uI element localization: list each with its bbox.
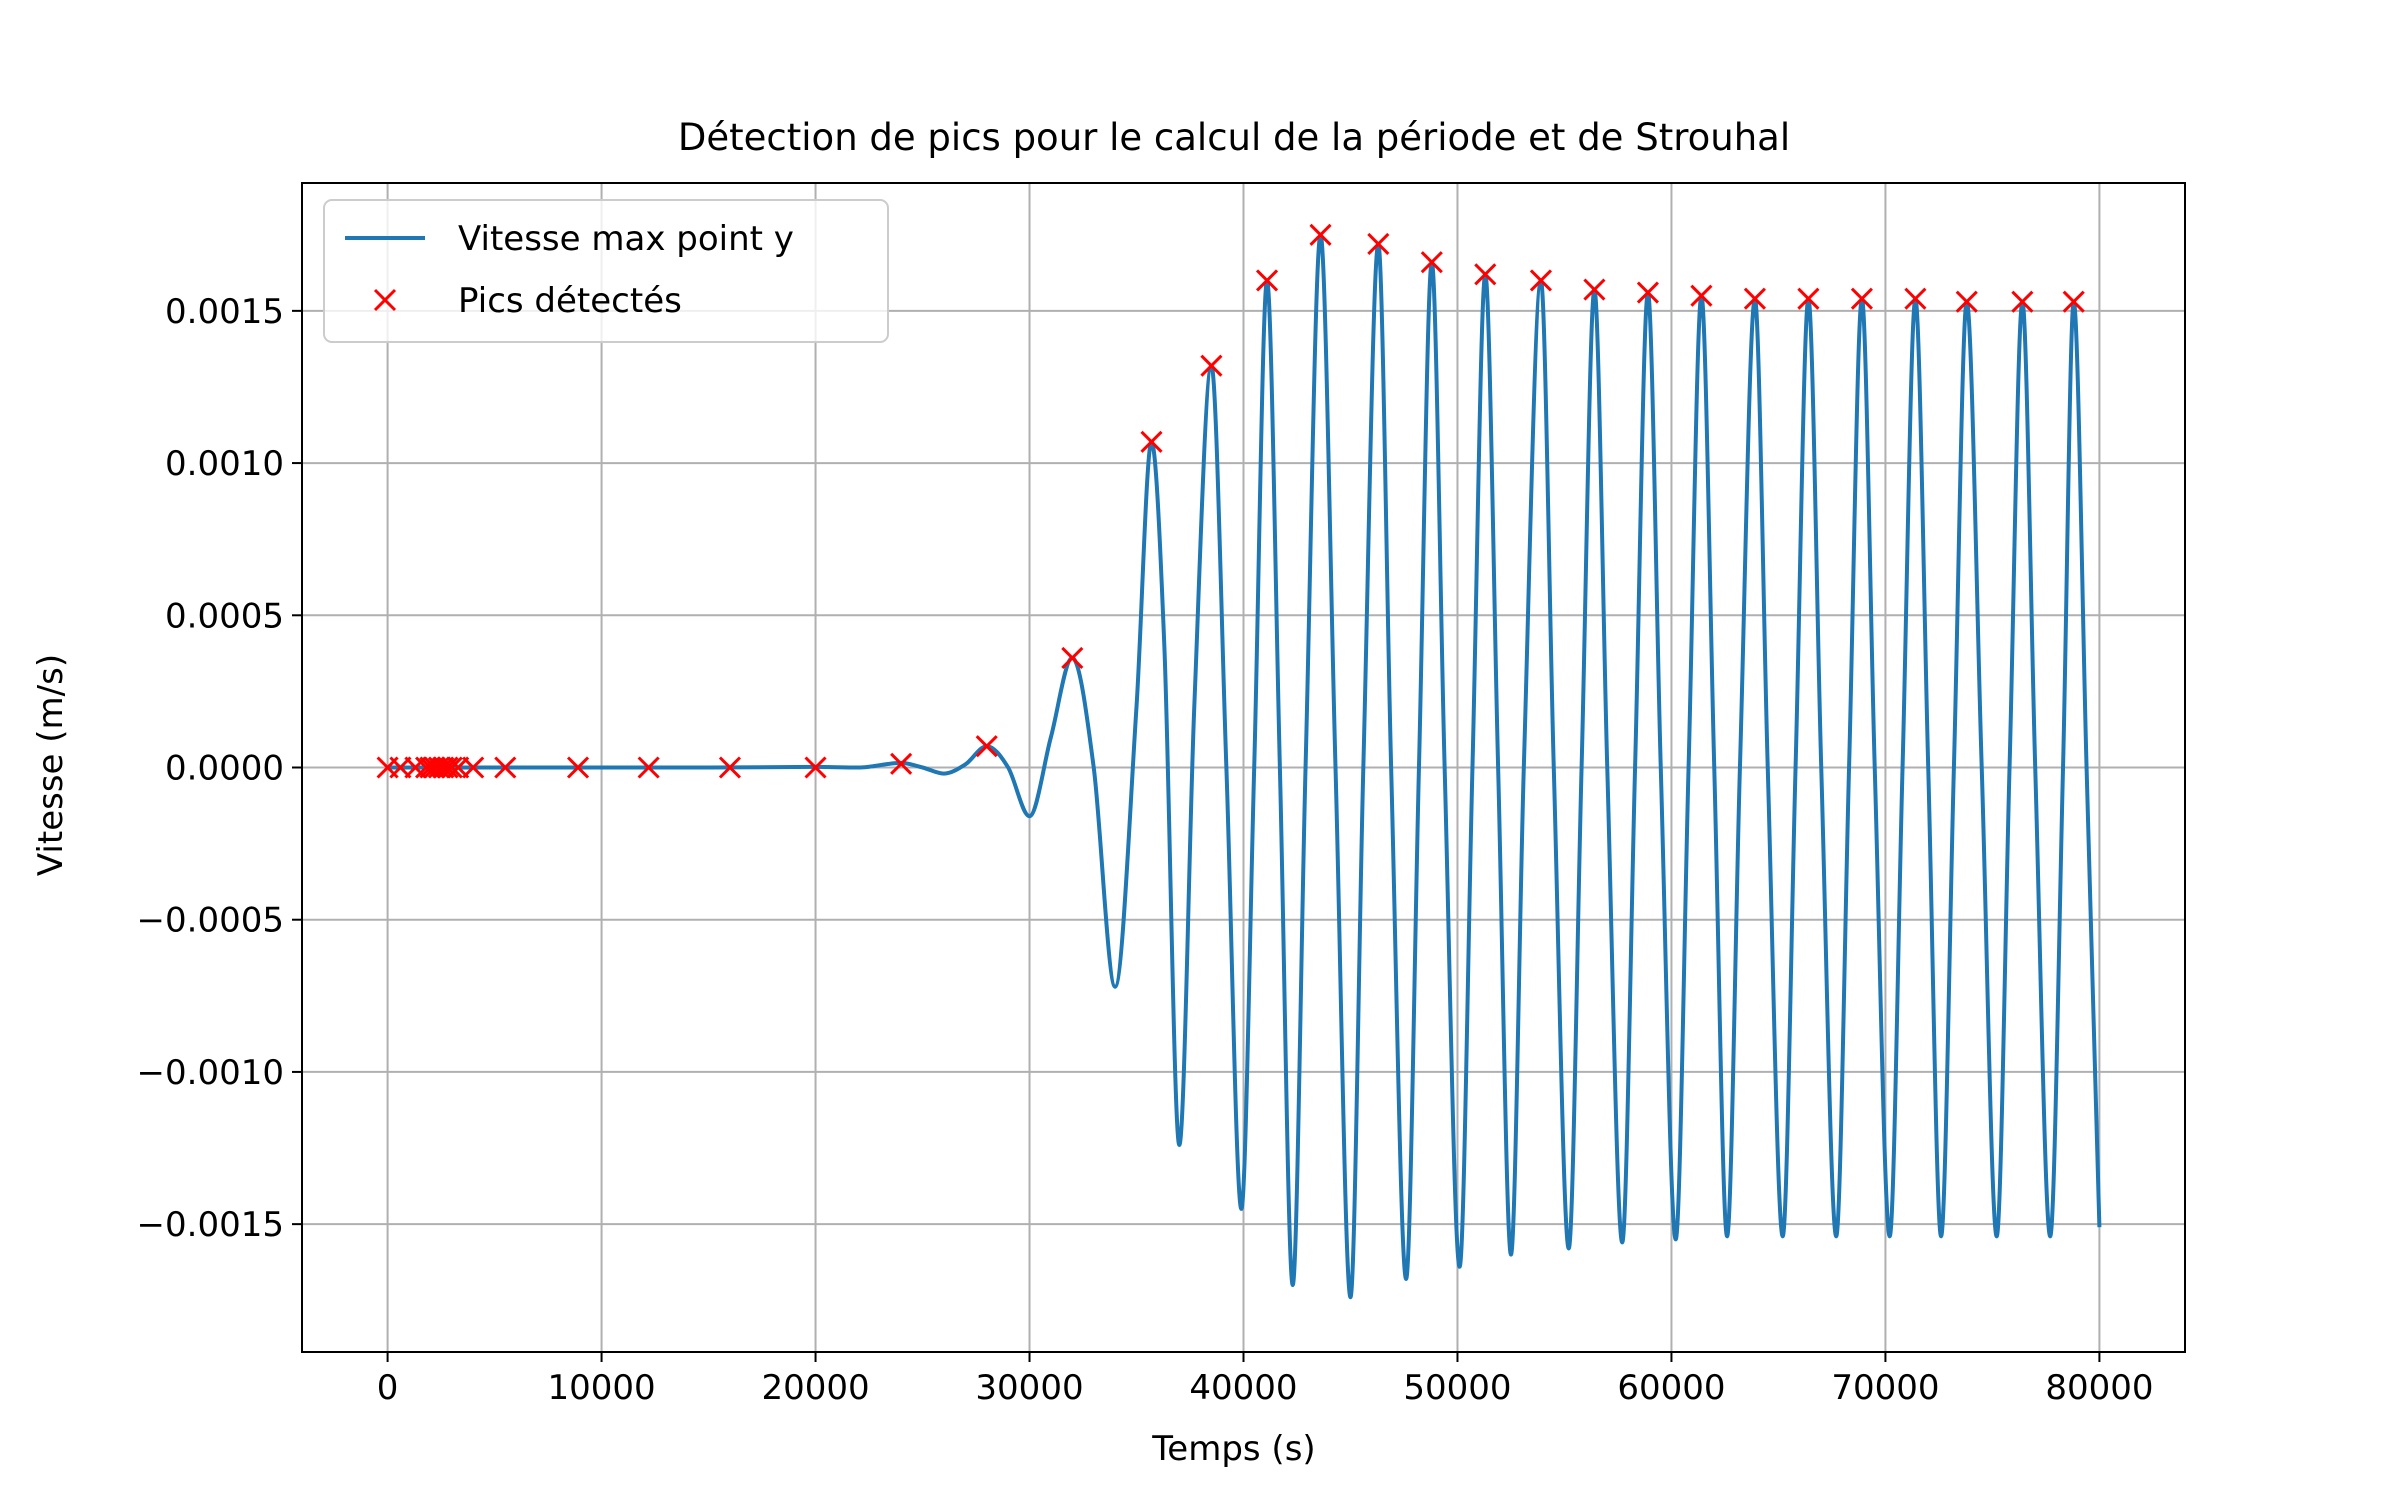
peak-marker — [1420, 251, 1443, 274]
peak-marker — [637, 756, 660, 779]
x-tick-label: 20000 — [761, 1368, 869, 1408]
peak-marker — [804, 756, 827, 779]
peak-marker — [1200, 354, 1223, 377]
legend-marker-swatch — [373, 288, 397, 312]
y-tick-label: 0.0005 — [165, 596, 284, 636]
peak-marker — [1061, 646, 1084, 669]
peak-marker — [1690, 284, 1713, 307]
y-tick-label: −0.0005 — [137, 901, 284, 941]
legend-label-marker: Pics détectés — [458, 281, 682, 321]
peak-marker — [1529, 269, 1552, 292]
x-axis: 0 10000 20000 30000 40000 50000 60000 70000 8000… — [377, 1352, 2153, 1408]
x-tick-label: 60000 — [1617, 1368, 1725, 1408]
peak-marker — [1255, 269, 1279, 292]
y-tick-label: 0.0015 — [165, 292, 284, 332]
legend: Vitesse max point y Pics détectés — [323, 199, 889, 343]
series-layer — [376, 223, 2102, 1300]
y-axis: 0.0015 0.0010 0.0005 0.0000 −0.0005 −0.0010 −0… — [137, 292, 302, 1245]
y-tick-label: 0.0000 — [165, 749, 284, 789]
peak-marker — [2062, 290, 2085, 313]
x-tick-label: 30000 — [975, 1368, 1083, 1408]
x-tick-label: 80000 — [2045, 1368, 2153, 1408]
peak-marker — [1140, 430, 1163, 453]
x-tick-label: 50000 — [1403, 1368, 1511, 1408]
peak-marker — [1955, 290, 1978, 313]
peak-marker — [1636, 281, 1659, 304]
peak-marker — [1583, 278, 1606, 301]
peak-marker — [462, 756, 485, 779]
x-tick-label: 0 — [377, 1368, 399, 1408]
peak-marker — [2011, 290, 2034, 313]
peak-marker — [718, 756, 742, 779]
peak-marker — [436, 756, 459, 779]
peak-marker — [1309, 223, 1332, 246]
peak-marker — [440, 756, 463, 779]
y-tick-label: −0.0010 — [137, 1053, 284, 1093]
peak-marker — [566, 756, 590, 779]
peak-marker — [494, 756, 517, 779]
x-tick-label: 70000 — [1831, 1368, 1939, 1408]
x-axis-label: Temps (s) — [1151, 1429, 1315, 1469]
y-tick-label: 0.0010 — [165, 444, 284, 484]
y-tick-label: −0.0015 — [137, 1205, 284, 1245]
peak-marker — [1367, 232, 1390, 255]
y-axis-label: Vitesse (m/s) — [31, 654, 71, 876]
peak-marker — [1904, 287, 1927, 310]
legend-label-line: Vitesse max point y — [458, 219, 794, 259]
x-tick-label: 40000 — [1189, 1368, 1297, 1408]
chart-title: Détection de pics pour le calcul de la p… — [678, 116, 1790, 159]
peak-marker — [975, 735, 998, 758]
peak-marker — [1474, 263, 1497, 286]
peak-marker — [890, 752, 913, 775]
legend-box — [323, 199, 889, 343]
peak-marker — [1797, 287, 1820, 310]
peak-marker — [1850, 287, 1873, 310]
peak-marker — [1743, 287, 1766, 310]
x-tick-label: 10000 — [547, 1368, 655, 1408]
